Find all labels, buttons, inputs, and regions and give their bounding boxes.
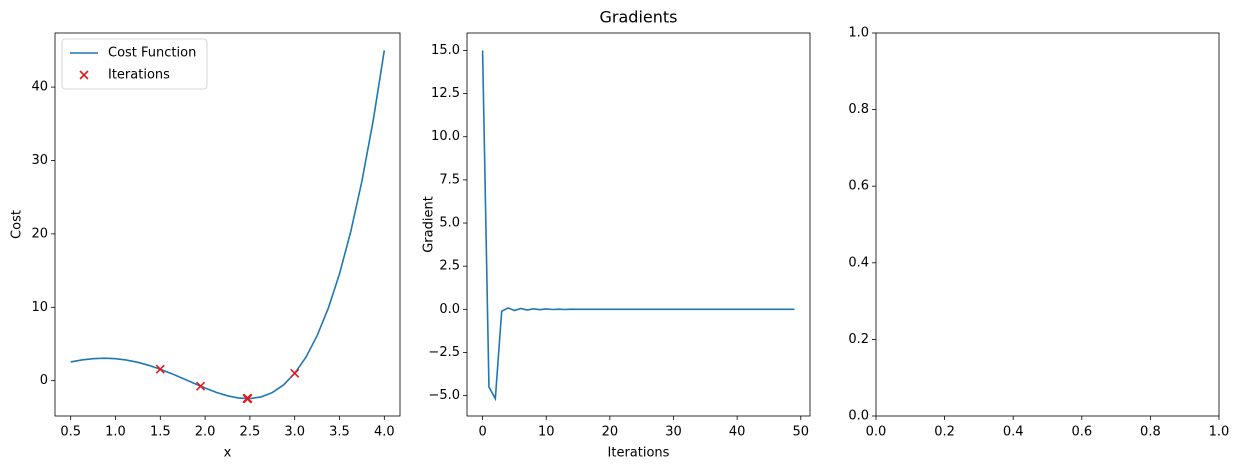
y-axis-label: Gradient: [422, 196, 437, 253]
marker-stroke: [242, 394, 252, 404]
y-tick-label: 0.4: [848, 255, 869, 270]
y-tick-label: 30: [31, 153, 48, 168]
scatter-marker: [155, 364, 165, 374]
legend-marker: [79, 70, 89, 80]
x-tick-label: 2.0: [195, 425, 216, 440]
data-line: [70, 50, 386, 400]
x-tick-label: 1.5: [150, 425, 171, 440]
x-tick-label: 1.0: [105, 425, 126, 440]
x-tick-label: 10: [538, 425, 555, 440]
y-tick-label: 7.5: [439, 172, 460, 187]
data-line: [481, 50, 795, 402]
subplot: 0.5 1.0 1.5 2.0 2.5 3.0 3.5 4.0 0 10 20 30 40 x Cost Co…: [10, 32, 401, 461]
legend-box: [61, 38, 208, 90]
scatter-marker: [242, 394, 252, 404]
y-tick-label: 0.2: [848, 332, 869, 347]
axes-frame: [54, 32, 401, 417]
axes-frame: [875, 32, 1220, 417]
y-tick-label: 0.0: [848, 409, 869, 424]
axes-frame: [466, 32, 811, 417]
x-tick-label: 0: [478, 425, 486, 440]
scatter-marker: [196, 381, 206, 391]
x-tick-label: 20: [602, 425, 619, 440]
x-tick-label: 3.0: [284, 425, 305, 440]
x-tick-label: 40: [729, 425, 746, 440]
x-tick-label: 0.8: [1140, 425, 1161, 440]
x-tick-label: 2.5: [240, 425, 261, 440]
y-tick-label: 0.8: [848, 102, 869, 117]
subplot: 0 10 20 30 40 50 −5.0 −2.5 0.0 2.5 5.0 7.5 10.0 12.5 1…: [422, 8, 811, 461]
x-tick-label: 1.0: [1209, 425, 1230, 440]
x-tick-label: 4.0: [374, 425, 395, 440]
y-axis-label: Cost: [10, 210, 25, 239]
x-tick-label: 0.2: [934, 425, 955, 440]
subplot: 0.0 0.2 0.4 0.6 0.8 1.0 0.0 0.2 0.4 0.6 0.8 1.0: [848, 26, 1229, 440]
x-tick-label: 0.4: [1003, 425, 1024, 440]
y-tick-label: 15.0: [431, 43, 460, 58]
y-tick-label: 1.0: [848, 26, 869, 41]
x-tick-label: 0.6: [1071, 425, 1092, 440]
legend-label: Cost Function: [108, 46, 196, 61]
marker-stroke: [155, 364, 165, 374]
y-tick-label: −5.0: [428, 388, 460, 403]
x-axis-label: Iterations: [608, 446, 670, 461]
x-tick-label: 3.5: [329, 425, 350, 440]
subplot-title: Gradients: [600, 8, 678, 27]
y-tick-label: 5.0: [439, 216, 460, 231]
marker-stroke: [79, 70, 89, 80]
marker-stroke: [290, 368, 300, 378]
y-tick-label: 0.0: [439, 302, 460, 317]
x-tick-label: 50: [792, 425, 809, 440]
y-tick-label: 0.6: [848, 179, 869, 194]
y-tick-label: −2.5: [428, 345, 460, 360]
legend-label: Iterations: [108, 68, 170, 83]
marker-stroke: [196, 381, 206, 391]
y-tick-label: 40: [31, 80, 48, 95]
x-tick-label: 0.5: [60, 425, 81, 440]
y-tick-label: 0: [40, 373, 48, 388]
scatter-marker: [290, 368, 300, 378]
x-tick-label: 30: [665, 425, 682, 440]
x-tick-label: 0.0: [866, 425, 887, 440]
x-axis-label: x: [224, 446, 232, 461]
y-tick-label: 12.5: [431, 86, 460, 101]
y-tick-label: 2.5: [439, 259, 460, 274]
y-tick-label: 20: [31, 226, 48, 241]
y-tick-label: 10: [31, 300, 48, 315]
y-tick-label: 10.0: [431, 129, 460, 144]
legend: Cost Function Iterations: [61, 38, 208, 90]
